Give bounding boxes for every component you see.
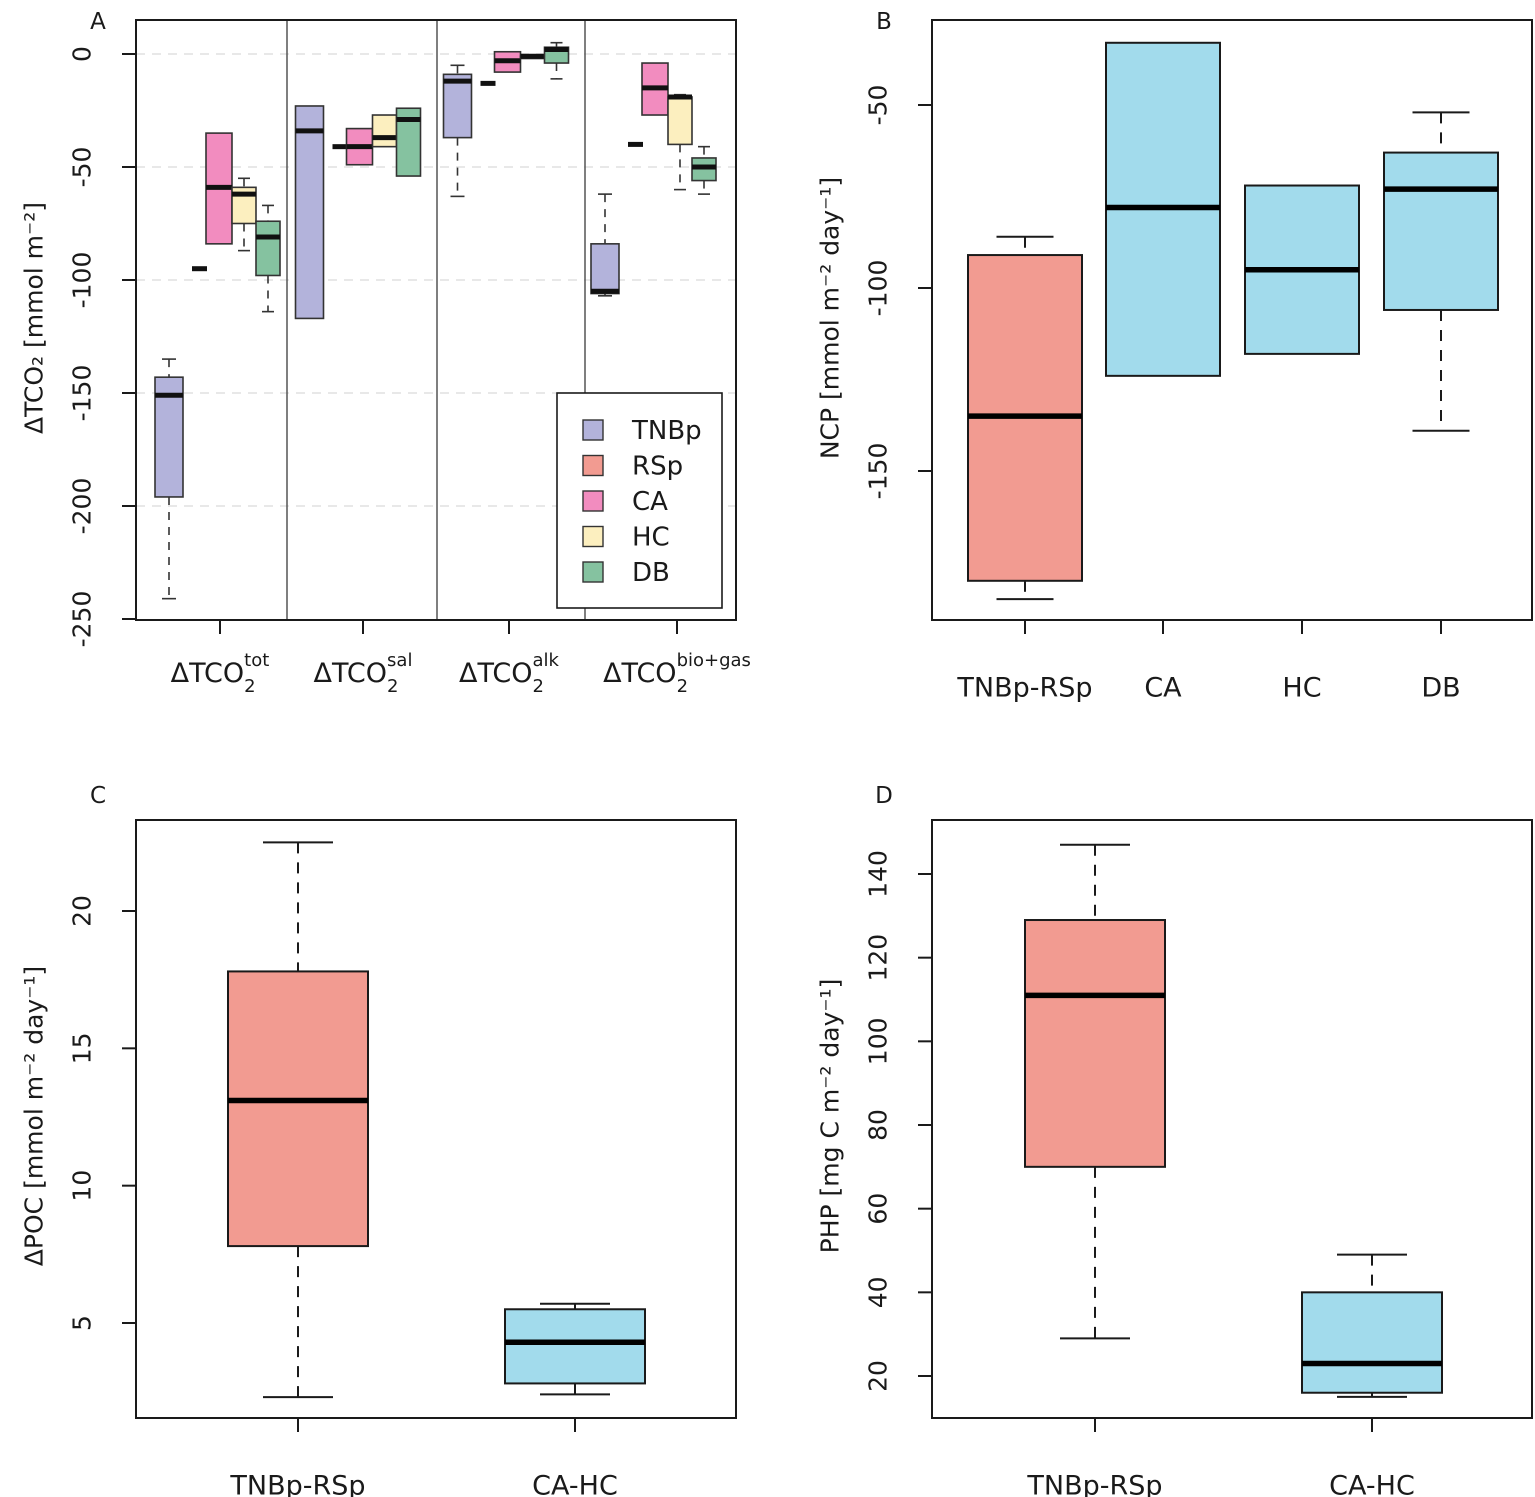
x-category-label: CA-HC [1329,1471,1415,1497]
x-category-label-base: ΔTCO [314,658,388,689]
x-category-label: TNBp-RSp [229,1471,365,1497]
x-category-label: DB [1421,673,1460,704]
x-category-label-base: ΔTCO [603,658,677,689]
x-category-label: ΔTCObio+gas 2 [603,650,751,697]
legend: TNBp RSp CA HC DB [556,392,723,609]
plot-frame [135,19,737,621]
legend-label: DB [632,558,670,588]
x-category-label: ΔTCOsal 2 [314,650,413,697]
y-tick-label: -100 [864,260,893,317]
legend-swatch [582,561,604,583]
panel-letter: C [90,783,106,809]
box-iqr [667,96,693,146]
box-iqr [255,220,281,277]
y-tick-label: 80 [864,1109,893,1141]
x-category-label-base: ΔTCO [459,658,533,689]
box-iqr [294,105,325,320]
plot-frame [135,819,737,1419]
x-category-label: TNBp-RSp [956,673,1092,704]
legend-swatch [582,525,604,548]
panel-letter: B [876,9,892,35]
y-tick-label: -200 [68,478,97,535]
y-tick-label: 0 [68,46,97,62]
plot-frame [931,19,1533,621]
box-iqr [1383,151,1499,311]
legend-label: RSp [632,452,683,482]
box-iqr [1301,1291,1443,1394]
y-tick-label: 40 [864,1276,893,1308]
box-iqr [227,970,369,1248]
box-iqr [442,73,473,139]
panel-letter: D [875,783,893,809]
legend-label: HC [632,523,670,553]
panel-a-chart: A ΔTCO₂ [mmol m⁻²] 0 -50 -100 -150 -200 -250 ΔTC… [20,9,751,697]
x-category-label-sup: bio+gas [677,650,751,671]
x-category-label-sub: 2 [677,676,688,697]
box-iqr [504,1308,646,1385]
x-category-label: CA [1144,673,1182,704]
y-tick-label: 10 [68,1170,97,1202]
box-iqr [1024,919,1166,1168]
x-category-label-sup: alk [533,650,560,671]
legend-label: TNBp [631,416,702,446]
x-category-label: ΔTCOtot 2 [171,650,270,697]
x-category-label-base: ΔTCO [171,658,245,689]
y-axis-label: PHP [mg C m⁻² day⁻¹] [816,979,845,1254]
y-tick-label: -50 [68,147,97,188]
y-tick-label: 60 [864,1193,893,1225]
panel-letter: A [90,9,106,35]
x-category-label: ΔTCOalk 2 [459,650,560,697]
legend-swatch [582,490,604,512]
y-tick-label: 120 [864,934,893,982]
y-tick-label: 100 [864,1017,893,1065]
box-iqr [590,243,620,295]
plot-frame [931,819,1533,1419]
x-category-label-sub: 2 [244,676,255,697]
y-tick-label: -250 [68,591,97,648]
x-category-label-sup: tot [244,650,269,671]
y-axis-label: ΔTCO₂ [mmol m⁻²] [20,202,49,434]
y-tick-label: -50 [864,85,893,126]
y-tick-label: 5 [68,1315,97,1331]
x-category-label-sub: 2 [387,676,398,697]
y-tick-label: 15 [68,1032,97,1064]
x-category-label-sup: sal [387,650,412,671]
panel-b-chart: B NCP [mmol m⁻² day⁻¹] -50 -100 -150 TNBp-RSp… [816,9,1533,704]
legend-label: CA [632,487,668,517]
y-tick-label: 20 [864,1360,893,1392]
y-tick-label: 140 [864,850,893,898]
y-tick-label: -150 [68,365,97,422]
box-iqr [371,114,398,148]
panel-c-chart: C ΔPOC [mmol m⁻² day⁻¹] 5 10 15 20 TNBp-RSp CA-… [20,783,737,1497]
y-tick-label: -100 [68,252,97,309]
legend-swatch [582,454,604,477]
y-axis-label: NCP [mmol m⁻² day⁻¹] [816,177,845,459]
x-category-label: TNBp-RSp [1026,1471,1162,1497]
y-axis-label: ΔPOC [mmol m⁻² day⁻¹] [20,966,49,1266]
y-tick-label: -150 [864,443,893,500]
x-category-label-sub: 2 [533,676,544,697]
x-category-label: HC [1282,673,1321,704]
legend-swatch [582,419,604,441]
x-category-label: CA-HC [532,1471,618,1497]
y-tick-label: 20 [68,895,97,927]
panel-d-chart: D PHP [mg C m⁻² day⁻¹] 20 40 60 80 100 120 140 TN… [816,783,1533,1497]
